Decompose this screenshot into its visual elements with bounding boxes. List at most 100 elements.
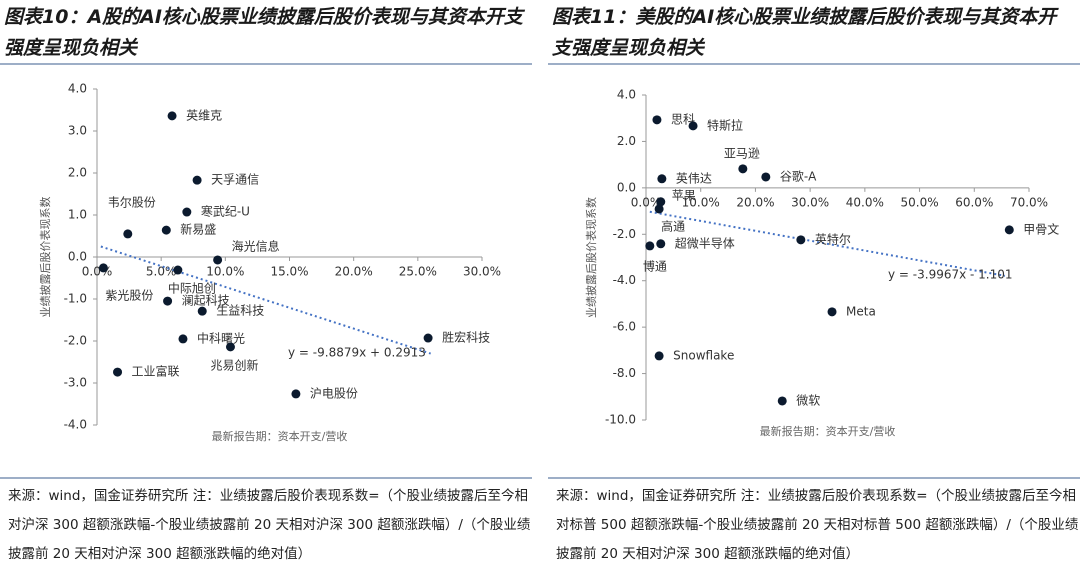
- point-label: 亚马逊: [724, 146, 760, 160]
- x-axis-title: 最新报告期：资本开支/营收: [760, 424, 896, 438]
- x-tick-label: 10.0%: [206, 265, 244, 279]
- y-tick-label: -6.0: [613, 320, 636, 334]
- point: [192, 175, 202, 185]
- point-label: 谷歌-A: [780, 168, 817, 183]
- point-label: 中科曙光: [197, 330, 245, 345]
- x-tick-label: 70.0%: [1010, 195, 1048, 209]
- point: [173, 265, 183, 275]
- point: [652, 115, 662, 125]
- x-tick-label: 20.0%: [335, 265, 373, 279]
- y-tick-label: -1.0: [64, 292, 87, 306]
- point-label: 高通: [661, 218, 685, 233]
- point-label: 寒武纪-U: [201, 204, 250, 219]
- x-tick-label: 20.0%: [736, 195, 774, 209]
- point-label: 英伟达: [676, 171, 712, 185]
- y-axis-title: 业绩披露后股价表现系数: [584, 197, 598, 318]
- y-tick-label: -4.0: [64, 418, 87, 432]
- y-tick-label: 2.0: [68, 166, 87, 180]
- point-label: 英特尔: [815, 231, 851, 246]
- y-tick-label: -4.0: [613, 273, 636, 287]
- y-tick-label: -2.0: [64, 334, 87, 348]
- point-label: 胜宏科技: [442, 330, 490, 345]
- point-label: 澜起科技: [182, 294, 230, 308]
- x-axis-title: 最新报告期：资本开支/营收: [212, 429, 348, 443]
- point: [167, 111, 177, 121]
- point: [654, 204, 664, 214]
- point-label: 苹果: [672, 188, 696, 202]
- point: [163, 296, 173, 306]
- point: [796, 235, 806, 245]
- point: [827, 307, 837, 317]
- point-label: 海光信息: [232, 238, 280, 253]
- point: [738, 164, 748, 174]
- point: [656, 197, 666, 207]
- point: [123, 229, 133, 239]
- point: [291, 389, 301, 399]
- point-label: 新易盛: [180, 222, 216, 237]
- x-tick-label: 60.0%: [955, 195, 993, 209]
- figure-title: 图表10：A股的AI核心股票业绩披露后股价表现与其资本开支强度呈现负相关: [4, 6, 523, 59]
- y-axis-title: 业绩披露后股价表现系数: [38, 197, 52, 318]
- y-tick-label: 4.0: [68, 82, 87, 96]
- point: [688, 121, 698, 131]
- point-label: 天孚通信: [211, 173, 259, 187]
- y-tick-label: -3.0: [64, 376, 87, 390]
- point: [761, 172, 771, 182]
- y-tick-label: 4.0: [617, 88, 636, 102]
- x-tick-label: 5.0%: [146, 265, 177, 279]
- x-tick-label: 50.0%: [901, 195, 939, 209]
- y-tick-label: 1.0: [68, 208, 87, 222]
- point: [1004, 225, 1014, 235]
- source-note: 来源：wind，国金证券研究所 注：业绩披露后股价表现系数=（个股业绩披露后至今…: [556, 488, 1079, 562]
- point: [656, 239, 666, 249]
- point-label: 甲骨文: [1023, 221, 1059, 236]
- x-tick-label: 25.0%: [399, 265, 437, 279]
- x-tick-label: 30.0%: [791, 195, 829, 209]
- point: [178, 334, 188, 344]
- point-label: 沪电股份: [310, 386, 358, 400]
- point-label: 微软: [796, 393, 820, 407]
- point: [645, 241, 655, 251]
- point: [197, 306, 207, 316]
- point-label: 特斯拉: [707, 117, 743, 132]
- point: [423, 333, 433, 343]
- point: [213, 255, 223, 265]
- y-tick-label: -10.0: [605, 413, 636, 427]
- point: [182, 207, 192, 217]
- point: [777, 396, 787, 406]
- x-tick-label: 40.0%: [846, 195, 884, 209]
- y-tick-label: 2.0: [617, 134, 636, 148]
- x-tick-label: 30.0%: [463, 265, 501, 279]
- trendline-label: y = -9.8879x + 0.2913: [288, 346, 426, 360]
- point-label: 工业富联: [132, 364, 180, 379]
- point-label: 博通: [643, 258, 667, 273]
- x-tick-label: 15.0%: [270, 265, 308, 279]
- y-tick-label: 3.0: [68, 124, 87, 138]
- x-tick-label: 10.0%: [682, 195, 720, 209]
- point-label: 思科: [671, 112, 695, 126]
- point-label: 中际旭创: [168, 281, 216, 296]
- point-label: 英维克: [186, 108, 222, 122]
- point-label: 生益科技: [216, 304, 264, 318]
- y-tick-label: 0.0: [68, 250, 87, 264]
- y-tick-label: -8.0: [613, 366, 636, 380]
- point-label: Snowflake: [673, 348, 734, 362]
- point: [113, 367, 123, 377]
- point-label: 超微半导体: [675, 235, 735, 250]
- point-label: 韦尔股份: [108, 194, 156, 209]
- y-tick-label: -2.0: [613, 227, 636, 241]
- point: [225, 342, 235, 352]
- point: [657, 174, 667, 184]
- point-label: 兆易创新: [210, 357, 258, 372]
- point: [161, 225, 171, 235]
- source-note: 来源：wind，国金证券研究所 注：业绩披露后股价表现系数=（个股业绩披露后至今…: [8, 488, 531, 562]
- trendline-label: y = -3.9967x - 1.101: [888, 268, 1013, 282]
- point-label: 紫光股份: [105, 288, 153, 302]
- y-tick-label: 0.0: [617, 180, 636, 194]
- point: [654, 351, 664, 361]
- point-label: Meta: [846, 304, 876, 318]
- figure-title: 图表11：美股的AI核心股票业绩披露后股价表现与其资本开支强度呈现负相关: [552, 6, 1057, 59]
- trendline: [649, 210, 1006, 277]
